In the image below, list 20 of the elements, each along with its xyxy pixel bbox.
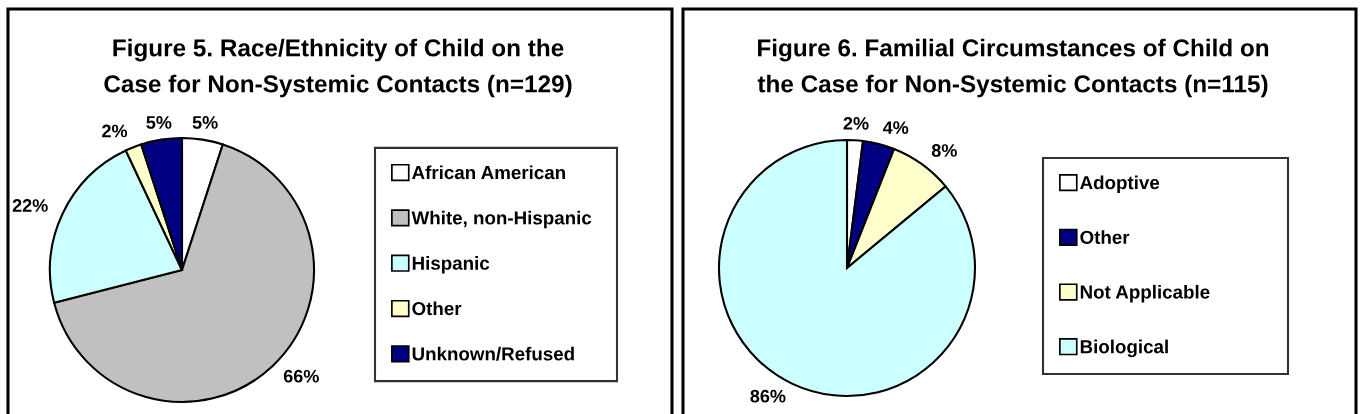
legend-label: African American [412, 165, 565, 180]
data-label: 5% [192, 116, 218, 129]
data-label: 2% [102, 124, 128, 138]
data-label: 66% [283, 369, 319, 383]
data-label: 22% [12, 199, 48, 212]
legend-label: Other [412, 301, 462, 316]
chart-title: Figure 5. Race/Ethnicity of Child on the Case for Non-Systemic Contacts (n=129) [104, 38, 572, 98]
chart-title: Figure 6. Familial Circumstances of Child on the Case for Non-Systemic Contacts (n=115) [757, 38, 1269, 98]
legend-label: Biological [1080, 339, 1168, 358]
data-label: 5% [146, 116, 172, 129]
data-label: 8% [931, 144, 957, 157]
legend-label: Not Applicable [1080, 284, 1210, 303]
legend-label: Unknown/Refused [412, 346, 574, 361]
data-label: 2% [843, 116, 869, 130]
legend-label: White, non-Hispanic [411, 210, 592, 229]
data-label: 86% [750, 389, 786, 403]
legend-label: Adoptive [1080, 175, 1160, 193]
legend-label: Hispanic [412, 256, 490, 274]
legend-label: Other [1080, 230, 1130, 244]
data-label: 4% [882, 121, 909, 134]
